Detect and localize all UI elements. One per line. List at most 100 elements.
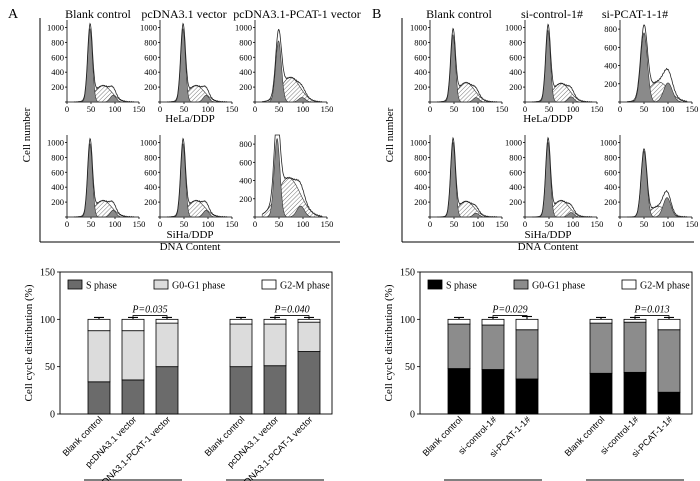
flow-xtick-label: 50 (275, 219, 284, 229)
flow-xtick-label: 150 (321, 219, 334, 229)
flow-ytick-label: 600 (414, 52, 427, 62)
a-header-1: Blank control (65, 7, 131, 21)
flow-xtick-label: 150 (591, 104, 604, 114)
flow-total-curve (437, 136, 498, 218)
flow-s-phase-area (261, 77, 323, 103)
flow-ytick-label: 400 (144, 182, 157, 192)
flow-xtick-label: 50 (640, 104, 649, 114)
bar-2-seg-1 (515, 329, 539, 380)
flow-ytick-label: 1000 (505, 22, 522, 32)
bar-5-seg-1 (657, 329, 681, 393)
pvalue-bracket (634, 315, 670, 320)
flow-xtick-label: 0 (158, 104, 162, 114)
flow-ytick-label: 800 (414, 152, 427, 162)
flow-ytick-label: 600 (239, 52, 252, 62)
flow-panel-a-r2-c1: 200 400 600 800 1000 0 50 100 150 (47, 135, 145, 229)
legend-swatch-1 (153, 279, 169, 290)
flow-ytick-label: 1000 (600, 137, 617, 147)
flow-xtick-label: 50 (450, 219, 459, 229)
flow-xtick-label: 0 (618, 219, 622, 229)
flow-xtick-label: 100 (297, 104, 310, 114)
flow-xtick-label: 50 (275, 104, 284, 114)
flow-ytick-label: 600 (509, 52, 522, 62)
flow-ytick-label: 600 (144, 167, 157, 177)
flow-xtick-label: 100 (567, 104, 580, 114)
flow-g2-peak (167, 209, 228, 218)
bar-1-seg-0 (481, 369, 505, 415)
flow-ytick-label: 400 (51, 67, 64, 77)
bar-chart-b: 0 50 100 150 Cell cycle distribution (%) S ph… (383, 268, 693, 481)
b-header-1: Blank control (426, 7, 492, 21)
pvalue-bracket (132, 315, 168, 320)
bar-3-seg-1 (589, 322, 613, 374)
flow-xtick-label: 150 (133, 219, 146, 229)
flow-ytick-label: 1000 (47, 22, 64, 32)
bar-3-seg-0 (229, 366, 253, 415)
flow-ytick-label: 200 (144, 82, 157, 92)
flow-ytick-label: 200 (509, 82, 522, 92)
b-cell-number-label: Cell number (384, 107, 396, 162)
bar-3-seg-2 (229, 318, 253, 325)
flow-xtick-label: 100 (472, 104, 485, 114)
flow-xtick-label: 50 (87, 219, 96, 229)
pvalue-bracket (492, 315, 528, 320)
bar-ytick-label: 0 (50, 410, 55, 421)
flow-xtick-label: 0 (523, 219, 527, 229)
bar-ylabel: Cell cycle distribution (%) (23, 284, 35, 401)
b-cellline-hela: HeLa/DDP (523, 113, 573, 125)
flow-xtick-label: 0 (523, 104, 527, 114)
flow-total-curve (627, 148, 688, 218)
flow-ytick-label: 400 (604, 182, 617, 192)
legend-label-1: G0-G1 phase (172, 281, 226, 292)
flow-panel-a-r1-c1: 200 400 600 800 1000 0 50 100 150 (47, 20, 145, 114)
flow-xtick-label: 150 (496, 219, 509, 229)
legend-label-1: G0-G1 phase (532, 281, 586, 292)
flow-xtick-label: 150 (321, 104, 334, 114)
flow-ytick-label: 400 (239, 176, 252, 186)
bar-4-seg-0 (263, 365, 287, 415)
flow-ytick-label: 1000 (410, 22, 427, 32)
flow-ytick-label: 600 (51, 167, 64, 177)
flow-xtick-label: 50 (545, 219, 554, 229)
flow-xtick-label: 100 (297, 219, 310, 229)
bar-2-seg-1 (155, 322, 179, 368)
flow-ytick-label: 600 (604, 167, 617, 177)
flow-ytick-label: 600 (414, 167, 427, 177)
bar-0-seg-0 (447, 368, 471, 415)
flow-ytick-label: 200 (604, 197, 617, 207)
flow-g2-peak (167, 94, 228, 103)
flow-xtick-label: 100 (662, 104, 675, 114)
bar-4-seg-2 (623, 318, 647, 323)
flow-panel-a-r2-c3: 200 400 600 800 0 50 100 150 (239, 134, 334, 229)
flow-panel-a-r1-c2: 200 400 600 800 1000 0 50 100 150 (140, 20, 238, 114)
flow-panel-b-r2-c2: 200 400 600 800 1000 0 50 100 150 (505, 135, 603, 229)
bar-ytick-label: 50 (405, 362, 415, 373)
bar-3-seg-2 (589, 318, 613, 324)
bar-ytick-label: 150 (40, 268, 55, 279)
a-header-2: pcDNA3.1 vector (141, 7, 226, 21)
flow-total-curve (74, 137, 135, 218)
flow-g2-peak (74, 94, 135, 103)
flow-total-curve (167, 137, 228, 218)
flow-ytick-label: 1000 (235, 22, 252, 32)
flow-xtick-label: 100 (109, 104, 122, 114)
flow-xtick-label: 0 (428, 104, 432, 114)
flow-xtick-label: 50 (87, 104, 96, 114)
legend-swatch-2 (261, 279, 277, 290)
flow-ytick-label: 200 (239, 194, 252, 204)
flow-ytick-label: 200 (414, 82, 427, 92)
flow-ytick-label: 200 (509, 197, 522, 207)
flow-g2-peak (262, 97, 323, 103)
flow-panel-b-r2-c1: 200 400 600 800 1000 0 50 100 150 (410, 135, 508, 229)
bar-ytick-label: 150 (400, 268, 415, 279)
bar-0-seg-1 (447, 323, 471, 369)
flow-g2-peak (627, 82, 688, 103)
flow-ytick-label: 800 (509, 37, 522, 47)
flow-ytick-label: 400 (414, 67, 427, 77)
flow-ytick-label: 1000 (140, 22, 157, 32)
flow-xtick-label: 150 (686, 219, 699, 229)
bar-4-seg-1 (623, 321, 647, 373)
flow-xtick-label: 100 (109, 219, 122, 229)
pvalue-label: P=0.035 (131, 305, 167, 316)
